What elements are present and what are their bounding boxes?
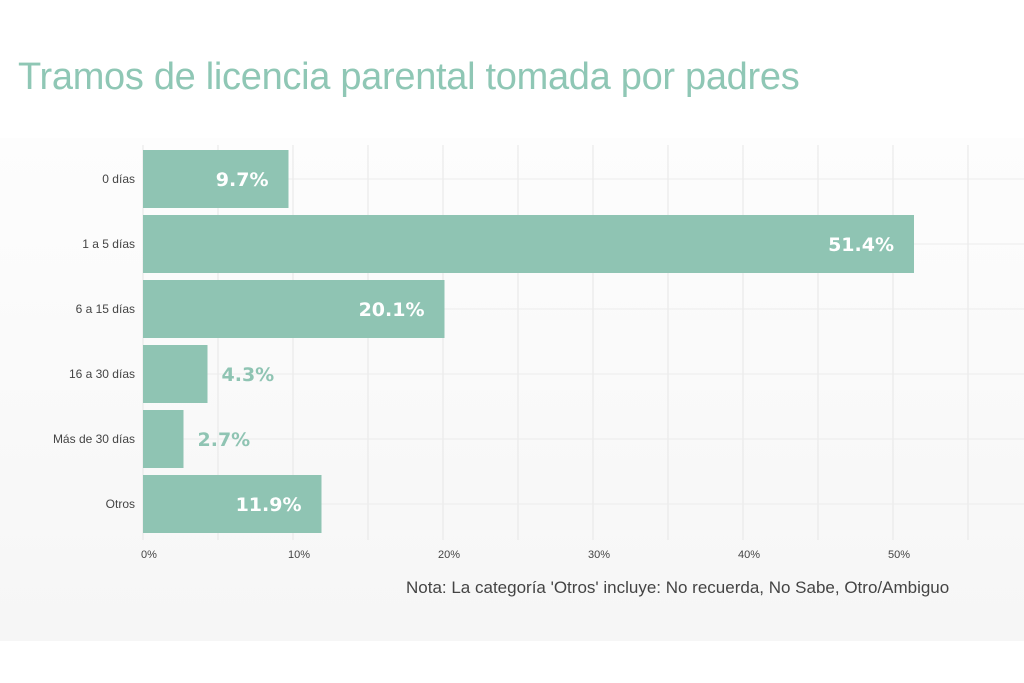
bar bbox=[143, 475, 322, 533]
category-label: 6 a 15 días bbox=[76, 302, 135, 316]
category-label: Otros bbox=[106, 497, 135, 511]
bar bbox=[143, 215, 914, 273]
data-label: 2.7% bbox=[198, 429, 251, 451]
bar bbox=[143, 280, 445, 338]
chart-title: Tramos de licencia parental tomada por p… bbox=[18, 56, 800, 98]
bar bbox=[143, 410, 184, 468]
category-label: 0 días bbox=[102, 172, 135, 186]
data-label: 9.7% bbox=[216, 169, 269, 191]
data-label: 4.3% bbox=[222, 364, 275, 386]
bar bbox=[143, 345, 208, 403]
data-label: 51.4% bbox=[828, 234, 894, 256]
x-tick-label: 40% bbox=[738, 549, 760, 561]
data-label: 20.1% bbox=[359, 299, 425, 321]
x-tick-label: 20% bbox=[438, 549, 460, 561]
x-tick-label: 30% bbox=[588, 549, 610, 561]
category-label: Más de 30 días bbox=[53, 432, 135, 446]
data-label: 11.9% bbox=[236, 494, 302, 516]
bar bbox=[143, 150, 289, 208]
x-tick-label: 0% bbox=[141, 549, 157, 561]
category-label: 1 a 5 días bbox=[82, 237, 135, 251]
x-tick-label: 50% bbox=[888, 549, 910, 561]
category-label: 16 a 30 días bbox=[69, 367, 135, 381]
x-tick-label: 10% bbox=[288, 549, 310, 561]
chart-note: Nota: La categoría 'Otros' incluye: No r… bbox=[406, 578, 950, 597]
